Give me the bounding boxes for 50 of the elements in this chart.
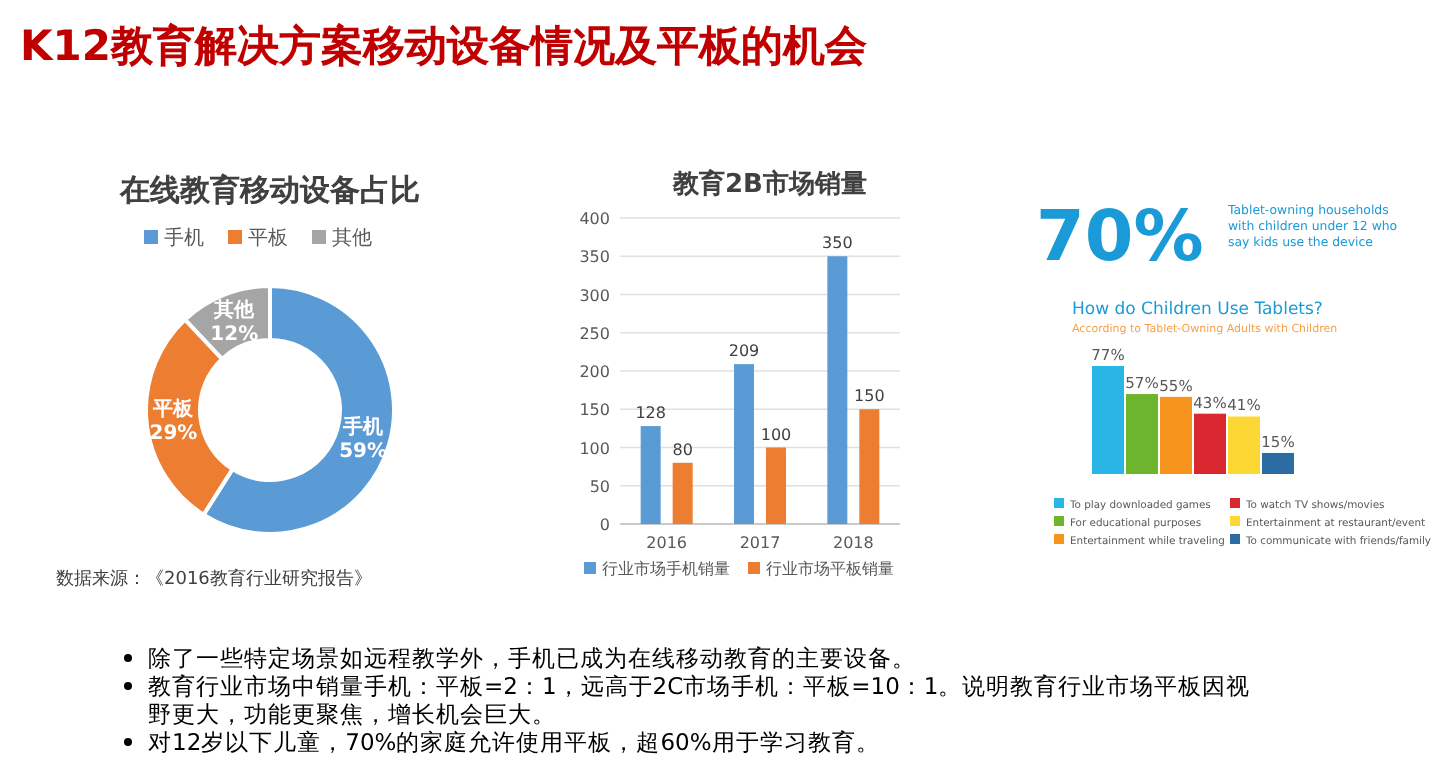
y-tick-label: 100 [579,439,610,458]
y-tick-label: 350 [579,248,610,267]
text: 教育行业市场中销量手机：平板=2：1，远高于2C市场手机：平板=10：1。说明教育行业市场平板因视野更大，功能更聚焦，增长机会巨大。 [148,672,1253,728]
y-tick-label: 400 [579,210,610,228]
data-label: 100 [760,425,792,444]
data-label: 59% [339,441,388,464]
slice-label: 平板 [151,397,196,422]
text: 对12岁以下儿童，70%的家庭允许使用平板，超60%用于学习教育。 [148,728,882,756]
slice-label: 其他 [212,297,257,322]
slice-label: 手机 [341,415,384,440]
chart-title: 在线教育移动设备占比 [118,172,420,208]
x-tick-label: 2017 [739,534,781,552]
text: 除了一些特定场景如远程教学外，手机已成为在线移动教育的主要设备。 [148,644,918,672]
bar [734,364,754,524]
chart-title: 教育2B市场销量 [671,168,867,200]
data-label: 128 [635,404,666,423]
bar [1092,366,1124,474]
bar [1194,413,1226,474]
bar [640,426,661,524]
bar [1228,416,1260,474]
data-label: 29% [149,423,198,446]
bar [672,462,693,524]
bar [859,409,880,524]
bar [827,256,848,524]
data-label: 209 [728,342,760,361]
x-tick-label: 2016 [646,534,688,552]
y-tick-label: 200 [579,363,610,381]
legend-label: 平板 [248,226,288,250]
source-note: 数据来源：《2016教育行业研究报告》 [56,568,372,590]
data-label: 150 [854,387,885,406]
bar [1126,394,1158,474]
data-label: 80 [672,440,693,459]
y-tick-label: 150 [579,401,610,420]
y-tick-label: 0 [599,516,610,534]
data-label: 12% [210,323,259,346]
legend-label: 其他 [332,226,372,250]
text: K12教育解决方案移动设备情况及平板的机会 [20,22,869,70]
y-tick-label: 50 [589,477,610,496]
y-tick-label: 250 [579,324,610,343]
text: 70% [1036,198,1204,278]
legend-label: 行业市场手机销量 [602,560,730,578]
bar [1262,452,1294,474]
legend-label: 手机 [164,226,204,250]
x-tick-label: 2018 [832,534,874,552]
chart-title: How do Children Use Tablets? [1072,300,1323,320]
y-tick-label: 300 [579,286,610,305]
data-label: 350 [822,234,853,253]
bar [766,447,786,524]
bar [1160,396,1192,474]
legend-label: 行业市场平板销量 [766,560,894,578]
